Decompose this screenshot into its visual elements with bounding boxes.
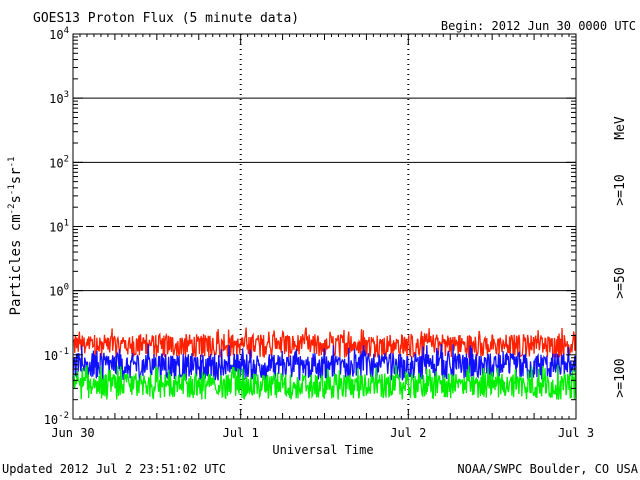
begin-time: Begin: 2012 Jun 30 0000 UTC: [441, 19, 636, 33]
x-tick-label-2: Jul 2: [390, 426, 426, 440]
y-label-sup1: -2: [7, 203, 17, 214]
y-tick-base: 10: [49, 92, 63, 106]
x-tick-label-1: Jul 1: [223, 426, 259, 440]
y-tick-base: 10: [49, 28, 63, 42]
x-tick-labels: Jun 30 Jul 1 Jul 2 Jul 3: [51, 426, 594, 440]
x-tick-label-0: Jun 30: [51, 426, 94, 440]
y-label-s: s: [8, 195, 24, 203]
legend-ge50: >=50: [613, 267, 628, 298]
y-label-sup2: -1: [7, 184, 17, 195]
y-tick-exponent: 1: [64, 219, 69, 229]
y-tick-exponent: 0: [64, 283, 69, 293]
y-tick-exponent: 2: [64, 154, 69, 164]
y-tick-label-0: 10-2: [44, 411, 69, 427]
y-tick-base: 10: [44, 349, 58, 363]
y-tick-label-6: 104: [49, 26, 69, 42]
y-tick-exponent: 3: [64, 90, 69, 100]
x-axis-label: Universal Time: [272, 443, 373, 457]
y-tick-base: 10: [49, 156, 63, 170]
legend-unit: MeV: [613, 116, 628, 140]
y-label-sup3: -1: [7, 157, 17, 168]
series-line-1: [72, 344, 577, 382]
x-tick-label-3: Jul 3: [558, 426, 594, 440]
series-line-2: [72, 364, 577, 400]
y-tick-base: 10: [44, 413, 58, 427]
updated-time: Updated 2012 Jul 2 23:51:02 UTC: [2, 462, 226, 476]
y-axis-label: Particles cm-2s-1sr-1: [7, 157, 24, 316]
y-label-base: Particles cm: [8, 214, 24, 315]
y-tick-exponent: 4: [64, 26, 69, 36]
y-tick-label-2: 100: [49, 283, 69, 299]
y-tick-label-4: 102: [49, 154, 69, 170]
y-label-sr: sr: [8, 167, 24, 184]
y-tick-exponent: -2: [58, 411, 69, 421]
chart-title: GOES13 Proton Flux (5 minute data): [33, 11, 299, 26]
y-tick-base: 10: [49, 285, 63, 299]
y-tick-base: 10: [49, 221, 63, 235]
y-tick-label-5: 103: [49, 90, 69, 106]
plot-area: [72, 33, 577, 420]
legend-ge100: >=100: [613, 358, 628, 397]
y-tick-label-1: 10-1: [44, 347, 69, 363]
series-line-0: [72, 327, 577, 359]
y-tick-label-3: 101: [49, 219, 69, 235]
credit: NOAA/SWPC Boulder, CO USA: [457, 462, 638, 476]
y-tick-exponent: -1: [58, 347, 69, 357]
legend-ge10: >=10: [613, 174, 628, 205]
